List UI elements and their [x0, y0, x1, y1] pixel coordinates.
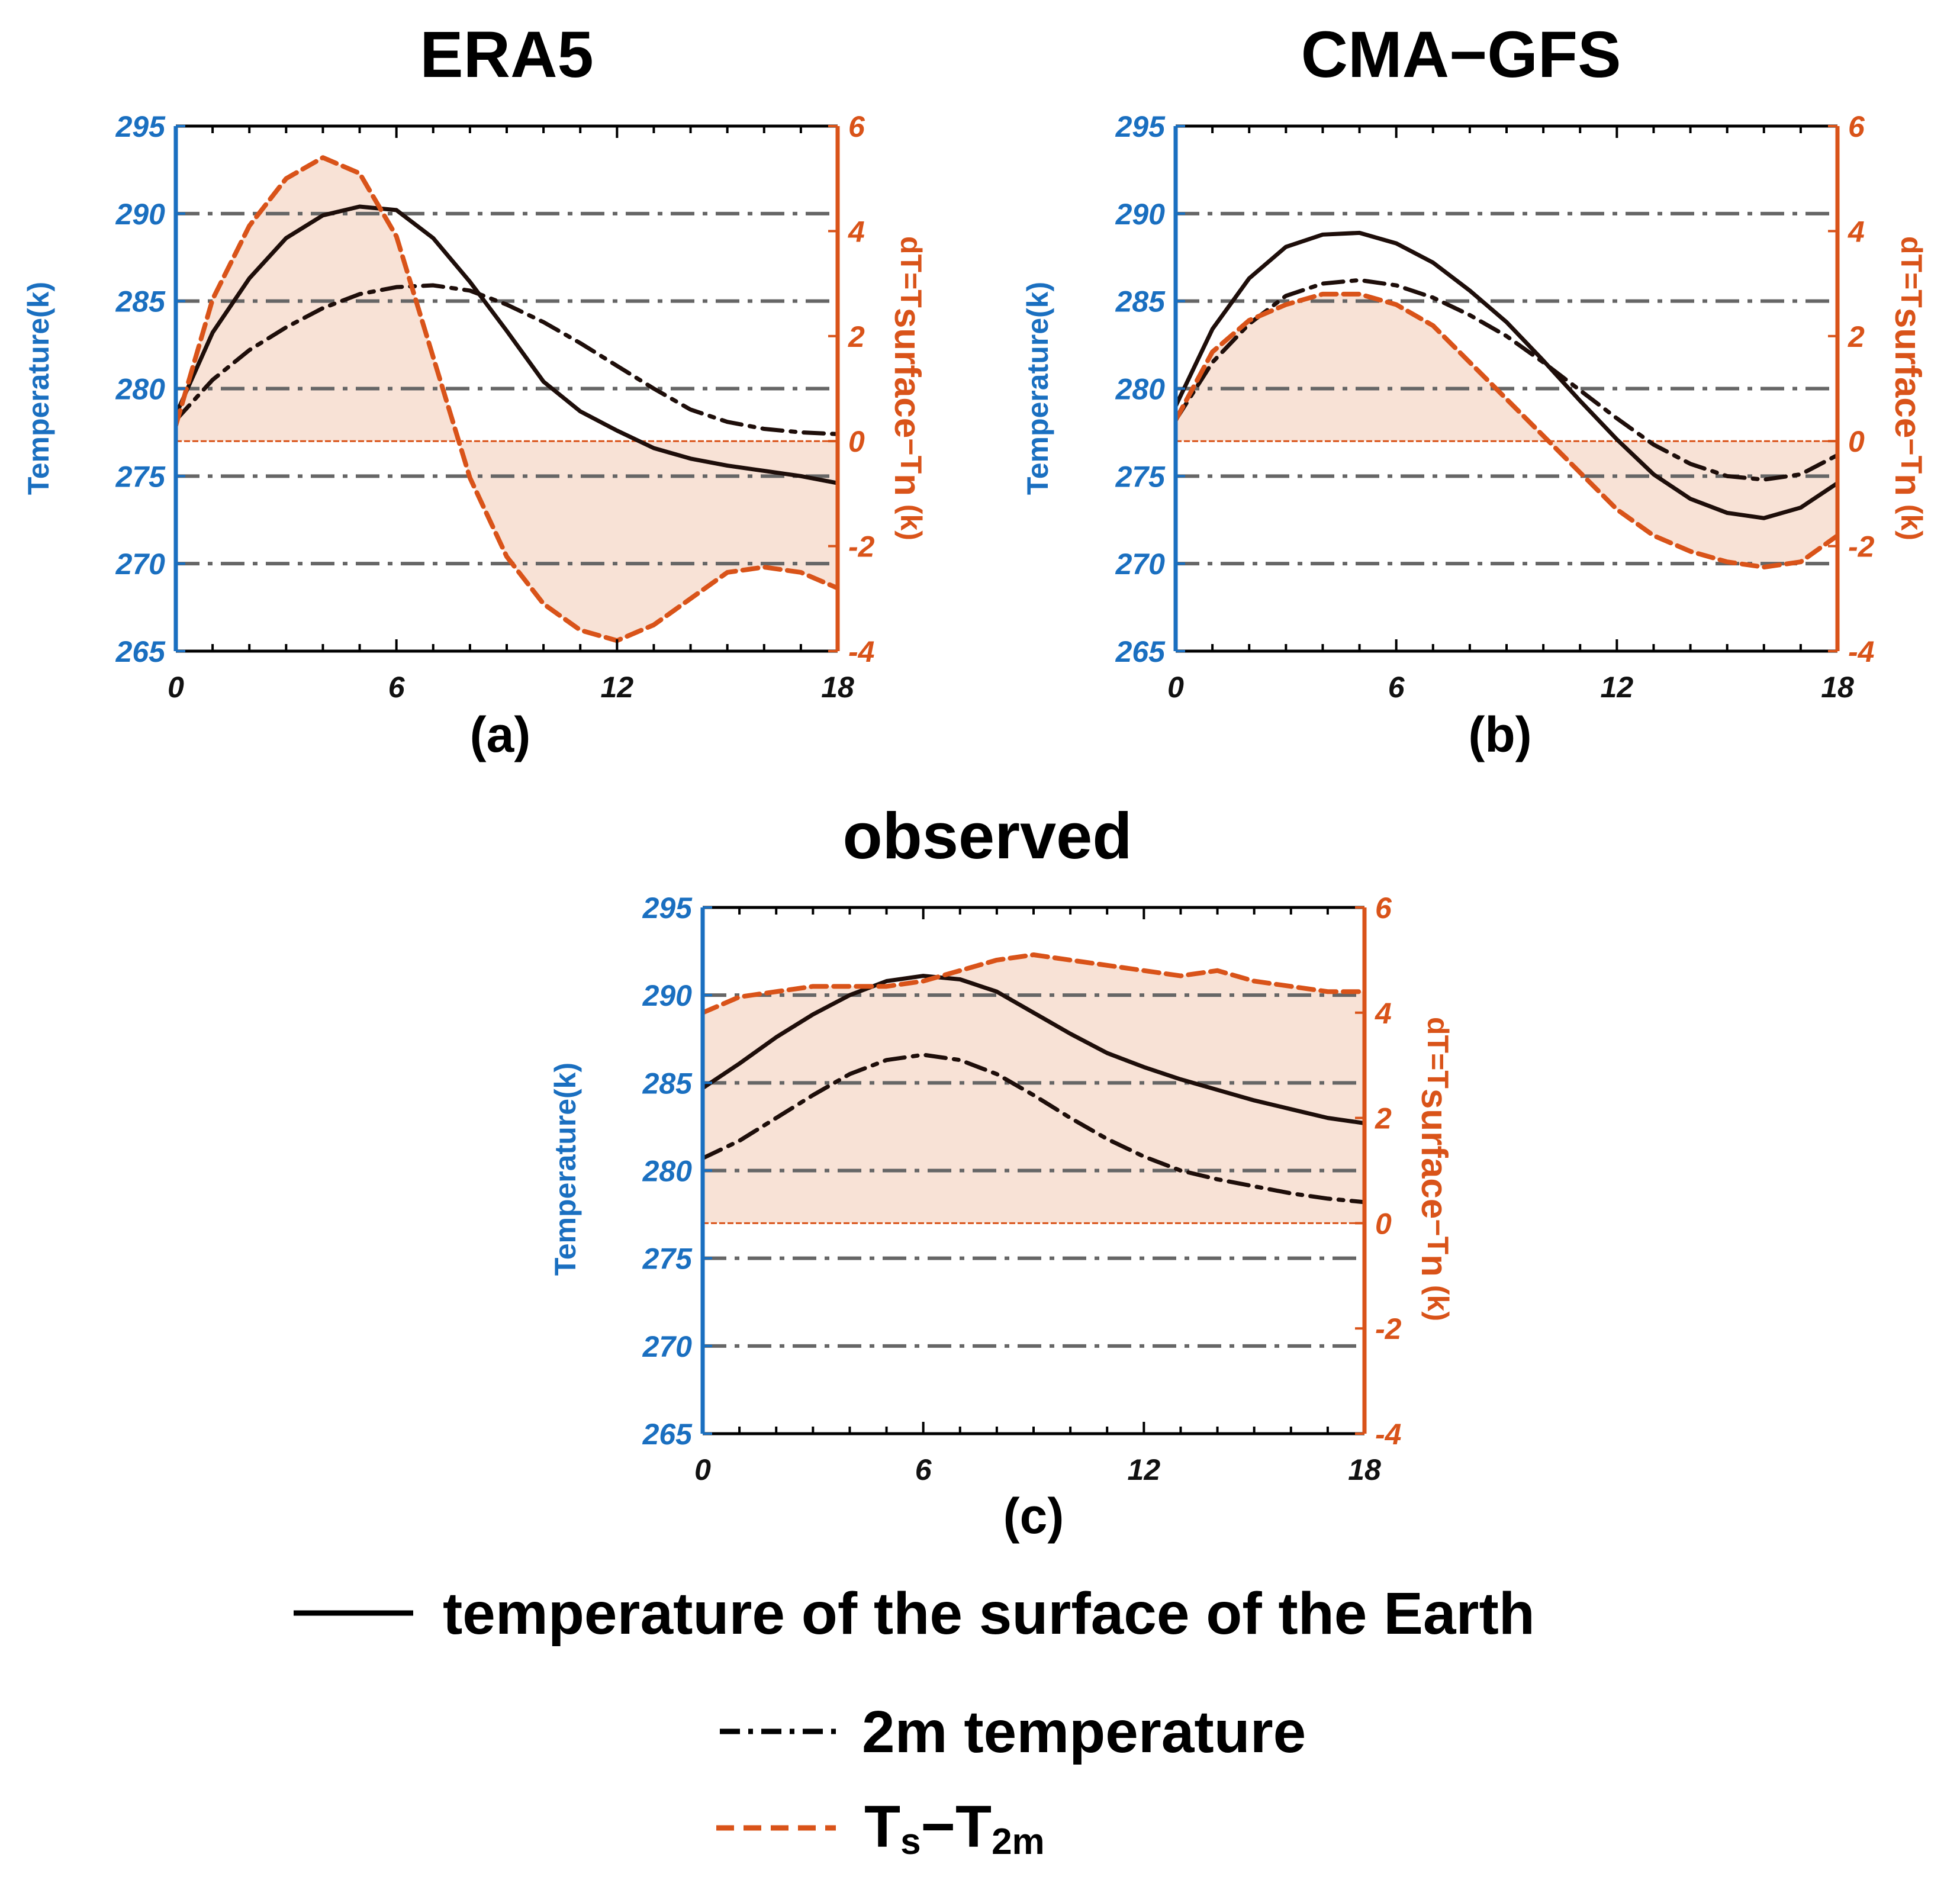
ts-minus-t2m-line [176, 155, 838, 643]
x-tick-label: 12 [601, 671, 634, 704]
y-tick-label-left: 270 [115, 548, 166, 581]
surface-temperature-line [176, 204, 838, 485]
2m-temperature-line [176, 283, 838, 436]
2m-temperature-line [703, 1052, 1364, 1205]
y-tick-label-left: 265 [1115, 635, 1166, 668]
difference-fill-area [176, 157, 838, 641]
y-tick-label-left: 280 [1115, 373, 1166, 406]
2m-temperature-line [1176, 278, 1837, 482]
y-tick-label-left: 265 [642, 1418, 693, 1451]
y-tick-label-right: -2 [1848, 530, 1875, 564]
y-tick-label-left: 270 [642, 1330, 693, 1363]
y-tick-label-right: 6 [1375, 891, 1392, 925]
legend-entry-ts-t2m: Ts−T2m [716, 1794, 1045, 1862]
ts-minus-t2m-line [703, 952, 1364, 1015]
y-axis-label-right: dT=Tsurface−Tn (k) [1887, 236, 1928, 540]
x-tick-label: 6 [1388, 671, 1405, 704]
y-tick-label-left: 295 [1115, 110, 1166, 143]
panel-label: (c) [1003, 1488, 1064, 1544]
y-tick-label-left: 280 [115, 373, 166, 406]
y-tick-label-right: 0 [1848, 425, 1865, 458]
y-tick-label-right: -4 [1375, 1418, 1401, 1451]
y-tick-label-left: 290 [1115, 198, 1166, 231]
y-tick-label-left: 285 [642, 1067, 693, 1100]
surface-temperature-line [703, 974, 1364, 1125]
x-tick-label: 0 [694, 1453, 711, 1486]
panel-observed: observed 265 270 275 280 285 290 295 -4 -2 0 2 4 6 0 6… [549, 800, 1454, 1544]
legend-entry-2m-temperature: 2m temperature [720, 1699, 1306, 1765]
legend-label: temperature of the surface of the Earth [443, 1580, 1535, 1647]
y-tick-label-right: 2 [1848, 320, 1865, 353]
y-tick-label-left: 270 [1115, 548, 1166, 581]
y-tick-label-left: 295 [642, 891, 693, 925]
y-tick-label-right: 4 [1375, 997, 1392, 1030]
x-tick-label: 12 [1601, 671, 1634, 704]
y-axis-label-right: dT=Tsurface−Tn (k) [887, 236, 928, 540]
panel-label: (b) [1468, 707, 1531, 762]
ts-minus-t2m-line [1176, 291, 1837, 570]
legend: temperature of the surface of the Earth … [294, 1580, 1535, 1862]
y-tick-label-right: 0 [848, 425, 865, 458]
y-tick-label-left: 275 [115, 460, 166, 493]
y-axis-label-left: Temperature(k) [1021, 282, 1054, 495]
y-tick-label-right: 2 [848, 320, 865, 353]
y-tick-label-right: 0 [1375, 1207, 1392, 1240]
x-tick-label: 12 [1128, 1453, 1161, 1486]
legend-entry-surface-temperature: temperature of the surface of the Earth [294, 1580, 1535, 1647]
legend-label: 2m temperature [862, 1699, 1306, 1765]
x-tick-label: 18 [1348, 1453, 1381, 1486]
y-tick-label-left: 295 [115, 110, 166, 143]
panel-cma-gfs: CMA−GFS 265 270 275 280 285 290 295 -4 -2 0 2 4 6 0 6 1… [1021, 18, 1928, 762]
y-tick-label-left: 290 [642, 979, 693, 1012]
y-axis-label-left: Temperature(k) [22, 282, 55, 495]
difference-fill-area [1176, 294, 1837, 568]
y-tick-label-right: -4 [1848, 635, 1874, 668]
difference-fill-area [703, 955, 1364, 1224]
y-axis-label-left: Temperature(k) [549, 1063, 582, 1276]
x-tick-label: 6 [915, 1453, 932, 1486]
y-tick-label-right: 4 [848, 215, 865, 248]
y-tick-label-left: 280 [642, 1155, 693, 1188]
y-tick-label-right: 6 [1848, 110, 1865, 143]
x-tick-label: 0 [168, 671, 184, 704]
x-tick-label: 0 [1167, 671, 1184, 704]
panel-title: CMA−GFS [1301, 18, 1621, 91]
y-tick-label-left: 275 [1115, 460, 1166, 493]
y-tick-label-right: -4 [848, 635, 874, 668]
y-tick-label-left: 285 [115, 285, 166, 318]
y-axis-label-right: dT=Tsurface−Tn (k) [1414, 1017, 1454, 1321]
y-tick-label-left: 275 [642, 1242, 693, 1276]
panel-label: (a) [470, 707, 531, 762]
x-tick-label: 6 [388, 671, 405, 704]
y-tick-label-right: 6 [848, 110, 865, 143]
y-tick-label-left: 265 [115, 635, 166, 668]
panel-title: observed [842, 800, 1132, 873]
legend-label: Ts−T2m [864, 1794, 1045, 1862]
y-tick-label-right: 2 [1375, 1102, 1392, 1135]
y-tick-label-right: 4 [1848, 215, 1865, 248]
y-tick-label-left: 285 [1115, 285, 1166, 318]
y-tick-label-left: 290 [115, 198, 166, 231]
x-tick-label: 18 [1821, 671, 1854, 704]
x-tick-label: 18 [821, 671, 854, 704]
panel-era5: ERA5 265 270 275 280 285 290 295 -4 -2 0 2 4 6 0 6 12 18… [22, 18, 928, 762]
y-tick-label-right: -2 [1375, 1312, 1402, 1345]
y-tick-label-right: -2 [848, 530, 875, 564]
surface-temperature-line [1176, 230, 1837, 520]
panel-title: ERA5 [420, 18, 593, 91]
